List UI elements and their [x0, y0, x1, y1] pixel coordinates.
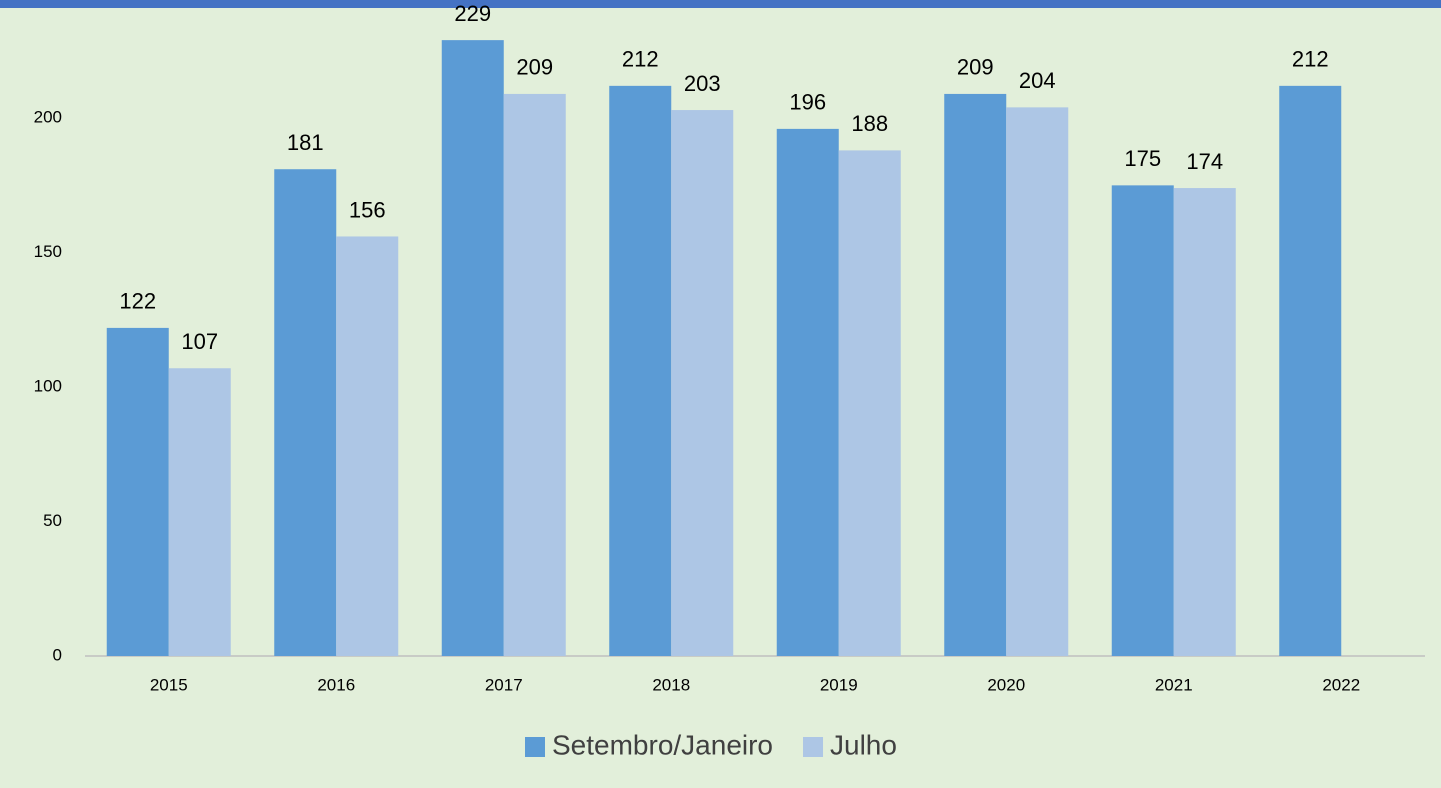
- x-tick-label: 2020: [987, 675, 1025, 694]
- x-tick-label: 2022: [1322, 675, 1360, 694]
- value-label: 181: [287, 130, 324, 155]
- y-tick-label: 150: [34, 242, 62, 261]
- bar: [274, 169, 337, 656]
- y-tick-label: 50: [43, 511, 62, 530]
- x-tick-label: 2016: [317, 675, 355, 694]
- value-label: 122: [119, 289, 156, 314]
- bar: [1006, 107, 1069, 656]
- bar: [944, 93, 1007, 656]
- bar: [1279, 85, 1342, 656]
- value-label: 196: [789, 90, 826, 115]
- legend-label: Setembro/Janeiro: [552, 729, 773, 760]
- x-tick-label: 2019: [820, 675, 858, 694]
- bar: [776, 128, 839, 656]
- bar: [503, 93, 566, 656]
- bar: [671, 110, 734, 657]
- value-label: 175: [1124, 146, 1161, 171]
- x-tick-label: 2021: [1155, 675, 1193, 694]
- top-border: [0, 0, 1441, 8]
- value-label: 209: [516, 55, 553, 80]
- value-label: 209: [957, 55, 994, 80]
- x-tick-label: 2015: [150, 675, 188, 694]
- bar: [441, 40, 504, 656]
- bar: [336, 236, 399, 656]
- value-label: 212: [622, 47, 659, 72]
- value-label: 188: [851, 111, 888, 136]
- y-tick-label: 0: [53, 645, 62, 664]
- bar: [168, 368, 231, 656]
- value-label: 229: [454, 1, 491, 26]
- y-tick-label: 200: [34, 108, 62, 127]
- value-label: 156: [349, 197, 386, 222]
- legend-swatch: [803, 737, 824, 757]
- value-label: 174: [1186, 149, 1223, 174]
- value-label: 203: [684, 71, 721, 96]
- bar: [609, 85, 672, 656]
- legend-label: Julho: [830, 729, 897, 760]
- bar: [1173, 188, 1236, 656]
- value-label: 204: [1019, 68, 1056, 93]
- legend-swatch: [525, 737, 545, 757]
- value-label: 212: [1292, 47, 1329, 72]
- value-label: 107: [181, 329, 218, 354]
- y-tick-label: 100: [34, 377, 62, 396]
- x-tick-label: 2017: [485, 675, 523, 694]
- x-tick-label: 2018: [652, 675, 690, 694]
- bar: [106, 327, 169, 656]
- bar: [838, 150, 901, 656]
- bar: [1111, 185, 1174, 657]
